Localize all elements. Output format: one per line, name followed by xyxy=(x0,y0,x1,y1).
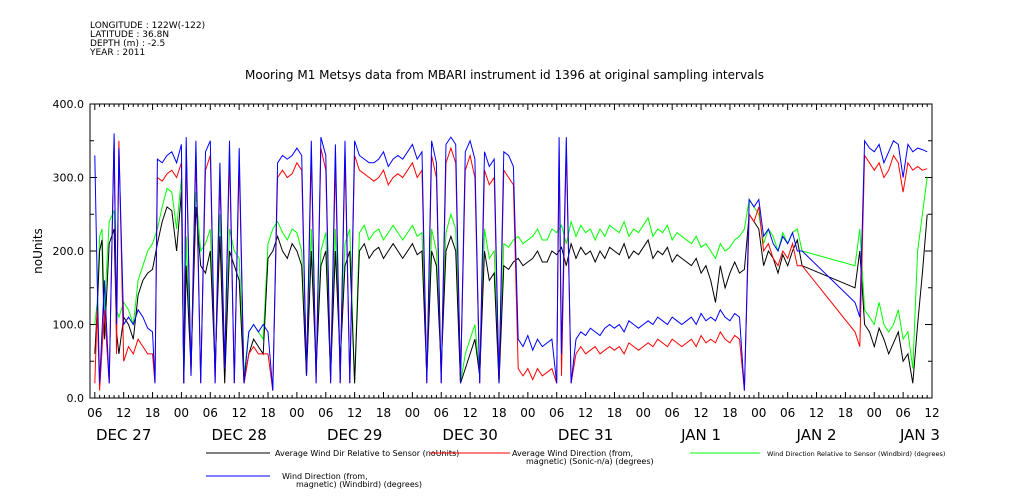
x-tick-label: 06 xyxy=(434,406,449,420)
x-tick-label: 18 xyxy=(260,406,275,420)
x-tick-label: 06 xyxy=(895,406,910,420)
chart-title: Mooring M1 Metsys data from MBARI instru… xyxy=(245,68,764,82)
legend-label: magnetic) (Sonic-n/a) (degrees) xyxy=(526,457,654,466)
x-date-label: JAN 1 xyxy=(680,426,721,444)
series-line xyxy=(94,133,928,391)
y-tick-label: 200.0 xyxy=(53,245,85,258)
x-tick-label: 06 xyxy=(549,406,564,420)
x-tick-label: 12 xyxy=(924,406,939,420)
x-tick-label: 18 xyxy=(491,406,506,420)
x-tick-label: 12 xyxy=(578,406,593,420)
legend-label: Average Wind Dir Relative to Sensor (noU… xyxy=(275,449,459,458)
x-tick-label: 12 xyxy=(462,406,477,420)
x-tick-label: 18 xyxy=(722,406,737,420)
x-tick-label: 06 xyxy=(203,406,218,420)
x-date-label: DEC 27 xyxy=(96,426,151,444)
x-tick-label: 00 xyxy=(636,406,651,420)
x-tick-label: 12 xyxy=(693,406,708,420)
x-tick-label: 12 xyxy=(347,406,362,420)
x-tick-label: 00 xyxy=(174,406,189,420)
latitude-label: LATITUDE : 36.8N xyxy=(90,30,170,40)
year-label: YEAR : 2011 xyxy=(90,48,146,58)
x-tick-label: 00 xyxy=(751,406,766,420)
x-date-label: DEC 31 xyxy=(558,426,613,444)
y-axis-label: noUnits xyxy=(31,228,45,274)
x-tick-label: 06 xyxy=(87,406,102,420)
legend-label: Average Wind Direction (from, xyxy=(512,449,633,458)
x-tick-label: 06 xyxy=(318,406,333,420)
x-date-label: JAN 3 xyxy=(899,426,940,444)
x-date-label: DEC 28 xyxy=(211,426,266,444)
x-tick-label: 18 xyxy=(145,406,160,420)
x-tick-label: 12 xyxy=(809,406,824,420)
legend-label: Wind Direction Relative to Sensor (Windb… xyxy=(767,450,945,458)
x-tick-label: 00 xyxy=(867,406,882,420)
x-tick-label: 12 xyxy=(232,406,247,420)
y-tick-label: 100.0 xyxy=(53,319,85,332)
x-date-label: DEC 30 xyxy=(442,426,497,444)
series-line xyxy=(94,177,928,384)
depth-label: DEPTH (m) : -2.5 xyxy=(90,39,166,49)
x-tick-label: 12 xyxy=(116,406,131,420)
legend-label: magnetic) (Windbird) (degrees) xyxy=(296,480,422,489)
series-line xyxy=(94,192,928,384)
x-tick-label: 18 xyxy=(838,406,853,420)
y-tick-label: 400.0 xyxy=(53,98,85,111)
y-tick-label: 300.0 xyxy=(53,172,85,185)
x-tick-label: 00 xyxy=(520,406,535,420)
x-tick-label: 06 xyxy=(665,406,680,420)
x-date-label: DEC 29 xyxy=(327,426,382,444)
x-tick-label: 18 xyxy=(607,406,622,420)
legend-label: Wind Direction (from, xyxy=(282,472,368,481)
x-tick-label: 00 xyxy=(289,406,304,420)
x-tick-label: 06 xyxy=(780,406,795,420)
y-tick-label: 0.0 xyxy=(67,392,85,405)
x-tick-label: 00 xyxy=(405,406,420,420)
plot-frame xyxy=(89,103,933,399)
x-tick-label: 18 xyxy=(376,406,391,420)
x-date-label: JAN 2 xyxy=(796,426,837,444)
longitude-label: LONGITUDE : 122W(-122) xyxy=(90,21,206,31)
